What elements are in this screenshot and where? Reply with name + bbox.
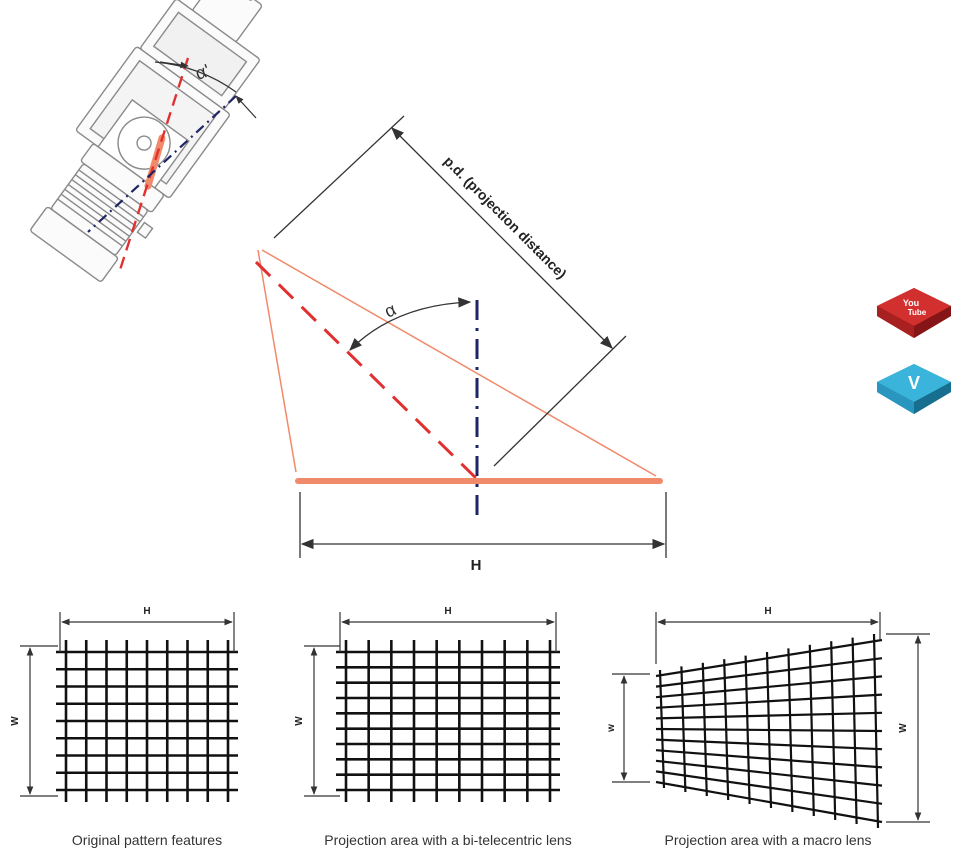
grid-vertical-line: [658, 669, 666, 789]
panel3-caption: Projection area with a macro lens: [665, 832, 872, 848]
panel3-w-small-label: w: [606, 724, 617, 733]
grid-horizontal-line: [655, 770, 883, 805]
projection-edge-right: [261, 249, 657, 477]
panel3-w-label: W: [898, 723, 909, 733]
grid-vertical-line: [701, 662, 708, 797]
projection-edge-left: [257, 249, 297, 473]
grid-horizontal-line: [655, 657, 883, 688]
grid-vertical-line: [723, 659, 730, 801]
grid-macro: [655, 633, 883, 829]
angle-label-mid: α: [381, 299, 399, 322]
panel-bitelecentric: H W Projection area with a bi-telecentri…: [294, 606, 572, 848]
vimeo-icon: V: [877, 364, 951, 414]
grid-vertical-line: [808, 644, 815, 817]
pd-label: p.d. (projection distance): [441, 153, 570, 282]
youtube-text-top: You: [903, 298, 919, 308]
pd-dimension-line: [391, 127, 613, 349]
grid-horizontal-line: [655, 675, 883, 699]
panel1-h-label: H: [143, 606, 150, 617]
grid-vertical-line: [744, 655, 751, 805]
grid-vertical-line: [830, 641, 837, 821]
grid-vertical-line: [680, 666, 687, 793]
panel-original-pattern: H W Original pattern features: [10, 606, 238, 848]
grid-vertical-line: [872, 633, 880, 829]
panel2-h-label: H: [444, 606, 451, 617]
grid-horizontal-line: [655, 780, 883, 824]
angle-label-top: α': [193, 60, 213, 84]
grid-bitelecentric: [336, 640, 560, 802]
h-label-main: H: [471, 557, 482, 574]
vimeo-glyph: V: [908, 373, 920, 393]
grid-vertical-line: [851, 637, 858, 825]
grid-horizontal-line: [655, 638, 883, 678]
vimeo-button[interactable]: V: [873, 362, 955, 418]
grid-horizontal-line: [655, 759, 883, 787]
panel-macro: H w W Projection area with a macro lens: [606, 606, 930, 848]
grid-vertical-line: [787, 648, 794, 813]
pd-extension-top: [273, 115, 405, 239]
panel1-w-label: W: [10, 716, 21, 726]
youtube-button[interactable]: You Tube: [873, 286, 955, 342]
pd-extension-bottom: [493, 335, 627, 467]
projector-illustration: [30, 0, 263, 282]
panel2-caption: Projection area with a bi-telecentric le…: [324, 832, 571, 848]
grid-original: [56, 640, 238, 802]
youtube-icon: You Tube: [877, 288, 951, 338]
panel3-h-label: H: [764, 606, 771, 617]
panel2-w-label: W: [294, 716, 305, 726]
red-optical-axis: [254, 260, 486, 488]
angle-arc-mid: [349, 297, 472, 351]
youtube-text-bottom: Tube: [908, 308, 927, 317]
grid-vertical-line: [765, 651, 773, 809]
panel1-caption: Original pattern features: [72, 832, 222, 848]
